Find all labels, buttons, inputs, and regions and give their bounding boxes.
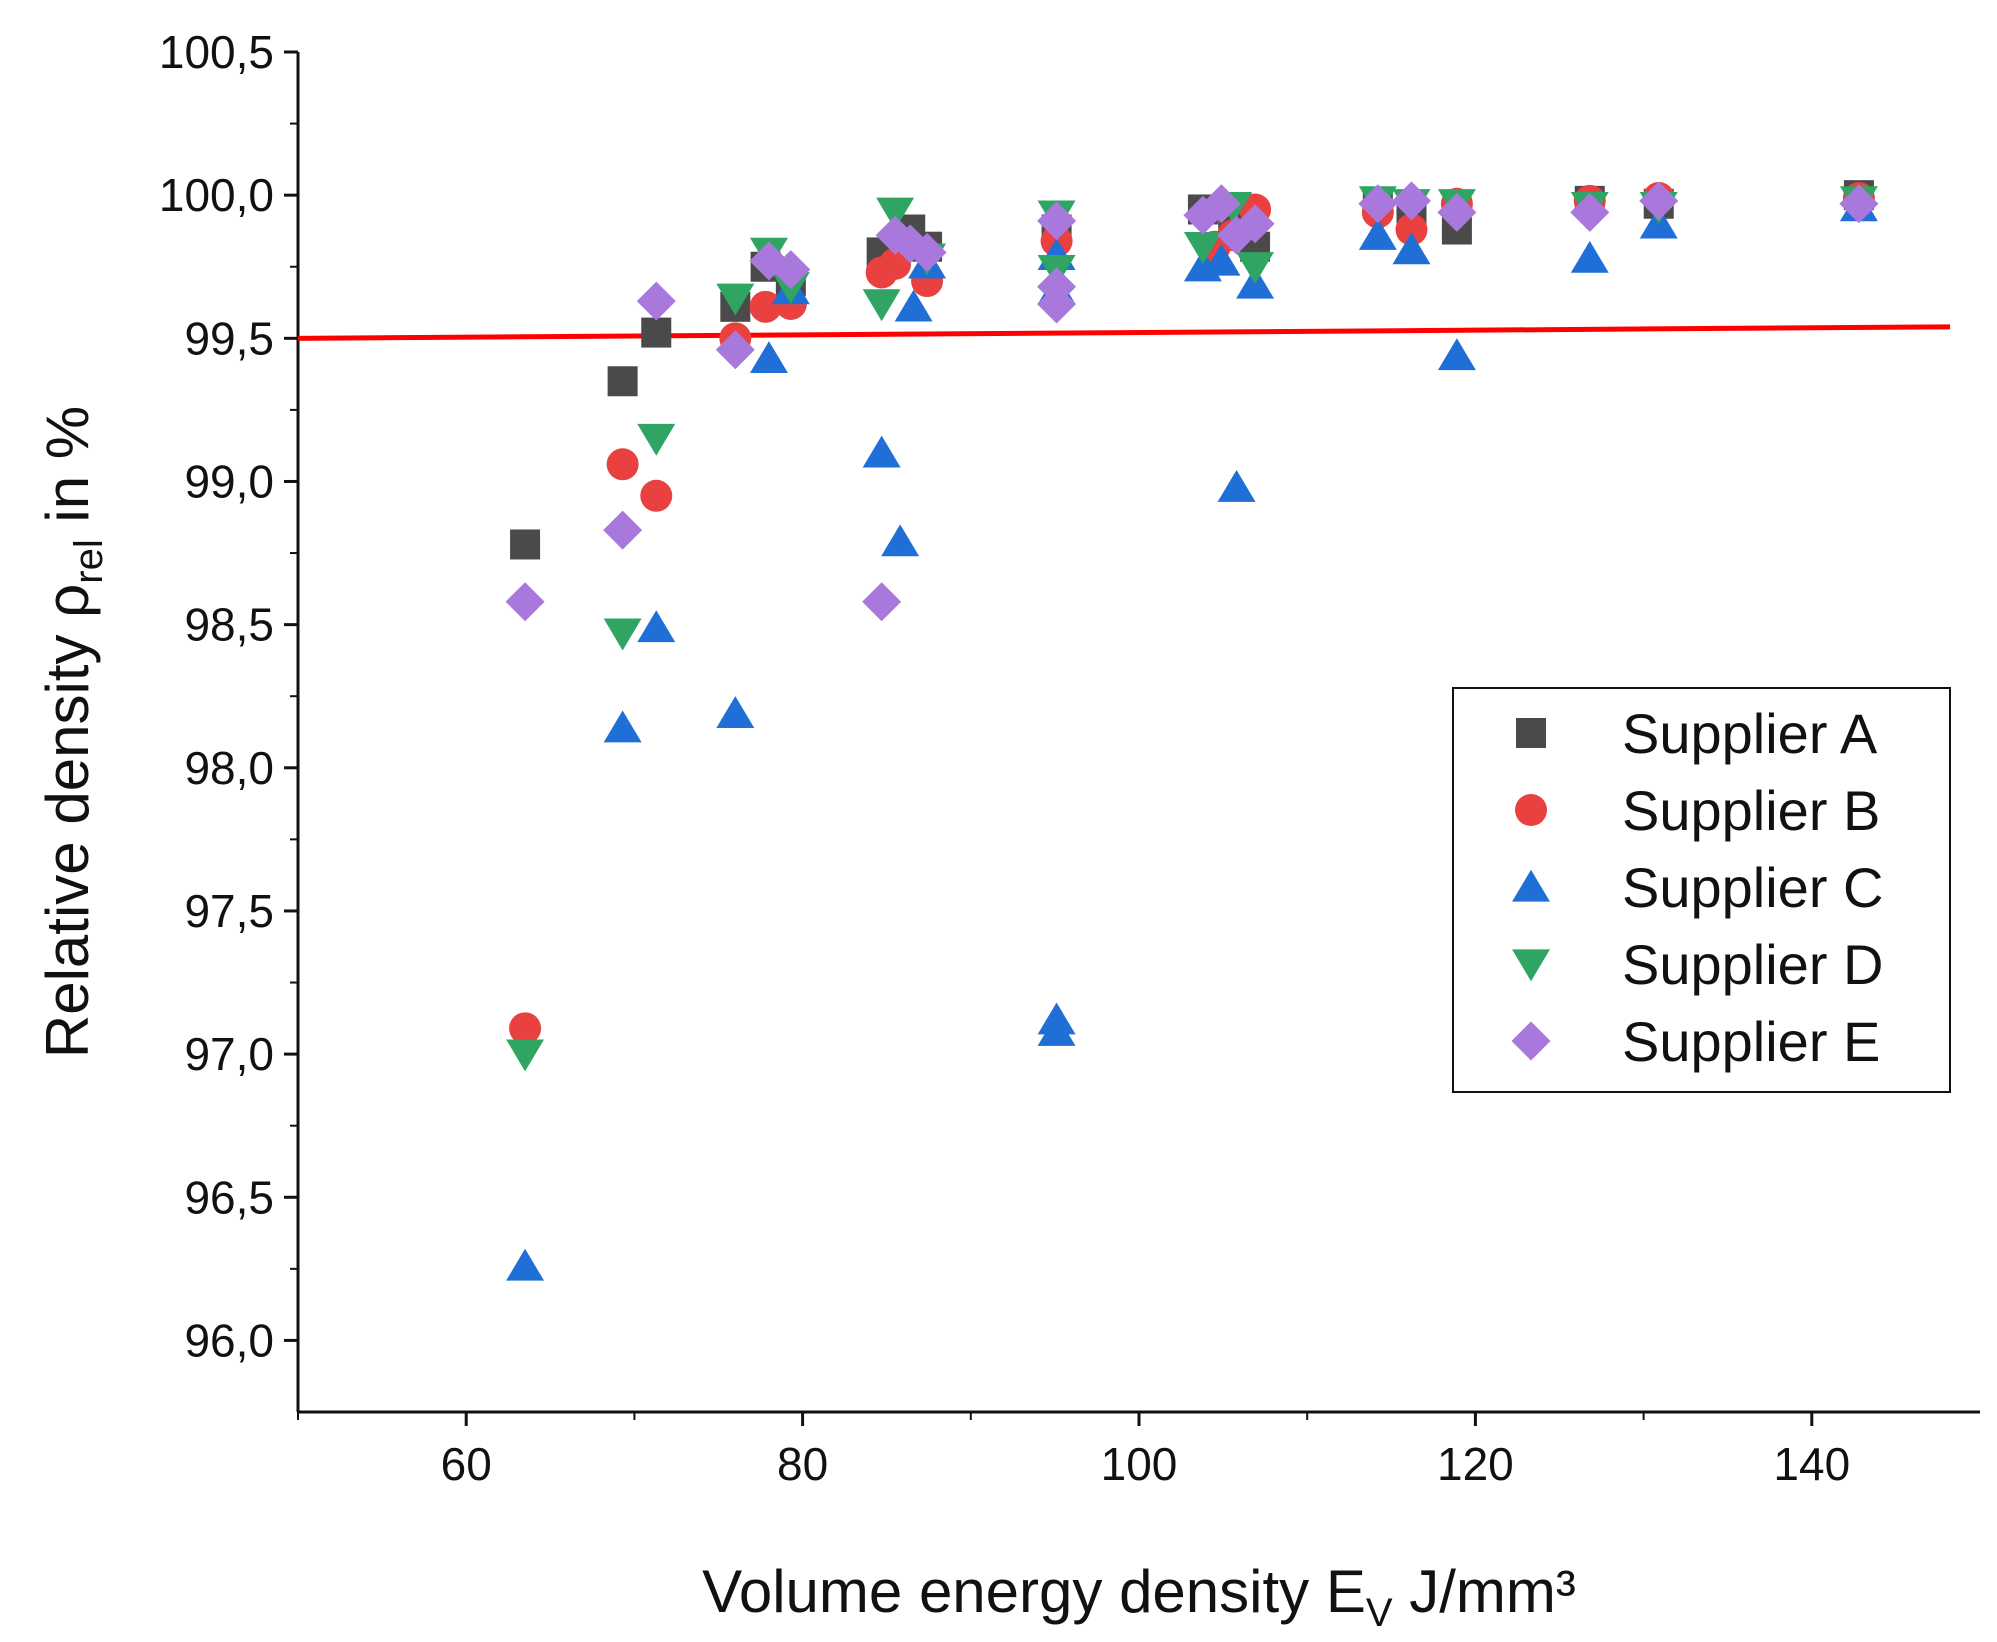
data-point [1437, 338, 1476, 371]
y-tick-label: 99,0 [184, 455, 274, 507]
legend-marker [1516, 718, 1546, 748]
data-point [1236, 252, 1275, 284]
y-tick-label: 97,5 [184, 885, 274, 937]
x-tick-label: 100 [1101, 1438, 1178, 1490]
y-tick-label: 100,0 [159, 169, 274, 221]
data-point [771, 250, 811, 290]
data-point [907, 232, 947, 272]
y-tick-label: 96,5 [184, 1171, 274, 1223]
data-point [749, 290, 782, 323]
y-tick-label: 97,0 [184, 1028, 274, 1080]
data-point [1570, 240, 1609, 273]
data-point [1391, 181, 1431, 221]
data-point [1392, 232, 1431, 265]
y-tick-label: 100,5 [159, 26, 274, 78]
legend-label: Supplier A [1622, 702, 1878, 765]
data-point [716, 696, 755, 729]
data-point [1217, 469, 1256, 502]
legend-label: Supplier B [1622, 779, 1880, 842]
reference-line-99-5 [297, 324, 1951, 341]
legend-marker [1512, 869, 1550, 902]
y-tick-label: 98,5 [184, 599, 274, 651]
data-point [1570, 192, 1610, 232]
data-point [1201, 184, 1241, 224]
legend-items: Supplier A Supplier B Supplier C Supplier D… [1511, 702, 1883, 1073]
x-tick-label: 60 [441, 1438, 492, 1490]
data-point [637, 610, 676, 643]
data-point [506, 1248, 545, 1281]
data-point [506, 1039, 545, 1072]
data-point [716, 283, 755, 316]
data-point [1183, 232, 1222, 264]
legend-label: Supplier D [1622, 933, 1883, 996]
data-point [603, 618, 642, 651]
data-point [1235, 204, 1275, 244]
data-point [1639, 181, 1679, 221]
y-tick-label: 99,5 [184, 312, 274, 364]
legend-marker [1515, 794, 1547, 826]
x-axis-title: Volume energy density EV J/mm³ [702, 1558, 1576, 1635]
x-tick-label: 120 [1437, 1438, 1514, 1490]
data-point [715, 330, 755, 370]
data-point [603, 510, 643, 550]
legend-marker [1511, 1021, 1551, 1061]
legend: Supplier A Supplier B Supplier C Supplier D… [1452, 687, 1951, 1093]
data-point [749, 341, 788, 374]
data-point [636, 281, 676, 321]
data-point [637, 423, 676, 456]
data-point [1202, 243, 1241, 276]
data-point [862, 582, 902, 622]
data-point [505, 582, 545, 622]
x-tick-label: 80 [777, 1438, 828, 1490]
data-point [881, 524, 920, 557]
legend-label: Supplier E [1622, 1010, 1880, 1073]
data-point [640, 479, 673, 512]
data-point [603, 710, 642, 743]
data-point [862, 435, 901, 468]
legend-marker [1512, 949, 1550, 982]
data-point [1358, 217, 1397, 250]
data-point [1037, 201, 1077, 241]
axis-ticks: 96,0 96,5 97,0 97,5 98,0 98,5 99,0 99,5 100,0 100… [159, 26, 1850, 1490]
y-axis-title: Relative density ρrel in % [34, 406, 111, 1058]
data-point [1395, 213, 1428, 246]
data-point [1037, 1013, 1076, 1046]
data-point [641, 317, 672, 348]
data-point [1839, 184, 1879, 224]
data-point [1358, 184, 1398, 224]
data-point [1437, 192, 1477, 232]
data-point [876, 197, 915, 230]
data-point [510, 529, 541, 560]
y-tick-label: 98,0 [184, 742, 274, 794]
x-tick-label: 140 [1773, 1438, 1850, 1490]
legend-label: Supplier C [1622, 856, 1883, 919]
data-points [505, 180, 1879, 1281]
data-point [509, 1012, 542, 1045]
data-point [607, 366, 638, 397]
data-point [1037, 284, 1077, 324]
data-point [894, 289, 933, 322]
data-point [606, 448, 639, 481]
data-point [862, 289, 901, 322]
y-tick-label: 96,0 [184, 1314, 274, 1366]
